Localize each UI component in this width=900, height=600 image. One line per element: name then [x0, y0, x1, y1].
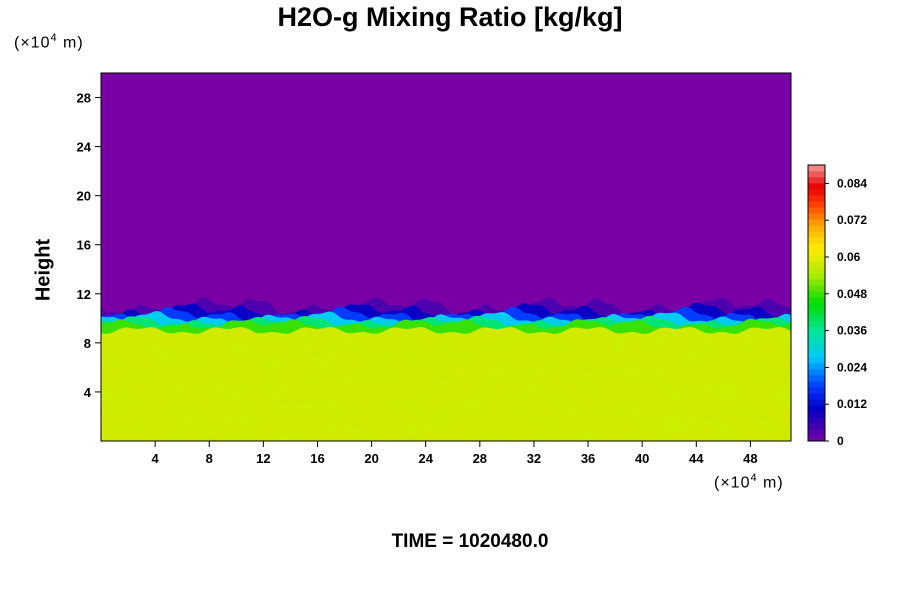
colorbar-swatch	[808, 219, 825, 226]
colorbar-tick-label: 0.036	[837, 324, 867, 338]
x-unit-suffix: m)	[757, 474, 784, 492]
y-axis-ticks: 4 8 12 16 20 24 28	[77, 91, 101, 400]
colorbar-swatch	[808, 387, 825, 394]
y-tick-label: 20	[77, 189, 91, 204]
colorbar-swatch	[808, 183, 825, 190]
chart-title: H2O-g Mixing Ratio [kg/kg]	[277, 2, 623, 32]
x-tick-label: 36	[581, 451, 595, 466]
colorbar-swatch	[808, 381, 825, 388]
colorbar-swatch	[808, 291, 825, 298]
x-tick-label: 8	[206, 451, 213, 466]
colorbar-swatch	[808, 321, 825, 328]
colorbar-swatch	[808, 417, 825, 424]
colorbar-tick-label: 0.024	[837, 360, 867, 374]
colorbar-tick-label: 0.048	[837, 287, 867, 301]
x-tick-label: 40	[635, 451, 649, 466]
x-tick-label: 48	[743, 451, 757, 466]
colorbar-swatch	[808, 327, 825, 334]
x-tick-label: 24	[418, 451, 433, 466]
colorbar-swatch	[808, 429, 825, 436]
y-tick-label: 12	[77, 287, 91, 302]
colorbar-swatch	[808, 303, 825, 310]
colorbar-swatch	[808, 435, 825, 442]
time-label: TIME = 1020480.0	[391, 531, 549, 552]
colorbar-swatch	[808, 393, 825, 400]
colorbar-tick-label: 0.06	[837, 250, 861, 264]
x-axis-ticks: 4 8 12 16 20 24 28 32 36 40 44 48	[152, 441, 758, 466]
y-tick-label: 8	[84, 336, 91, 351]
x-tick-label: 28	[473, 451, 487, 466]
colorbar-swatch	[808, 165, 825, 172]
colorbar-frame	[807, 164, 826, 442]
colorbar-swatch	[808, 285, 825, 292]
colorbar-swatch	[808, 357, 825, 364]
x-tick-label: 4	[152, 451, 160, 466]
y-unit-suffix: m)	[57, 34, 84, 52]
x-unit-prefix: (×10	[714, 474, 751, 492]
field-upper-region	[101, 73, 791, 325]
colorbar-swatch	[808, 255, 825, 262]
colorbar-tick-label: 0	[837, 434, 844, 448]
colorbar-swatch	[808, 375, 825, 382]
colorbar-swatch	[808, 339, 825, 346]
y-tick-label: 28	[77, 91, 91, 106]
colorbar-swatch	[808, 279, 825, 286]
colorbar-tick-label: 0.072	[837, 213, 867, 227]
colorbar-swatch	[808, 267, 825, 274]
colorbar-swatch	[808, 237, 825, 244]
colorbar-swatch	[808, 189, 825, 196]
colorbar-swatch	[808, 333, 825, 340]
y-tick-label: 24	[77, 140, 92, 155]
colorbar-swatch	[808, 423, 825, 430]
colorbar-swatch	[808, 405, 825, 412]
y-axis-unit: (×104 m)	[14, 32, 84, 52]
y-tick-label: 4	[84, 385, 92, 400]
lower-field-texture-overlay	[101, 332, 791, 441]
colorbar-swatch	[808, 249, 825, 256]
plot-area	[101, 73, 791, 441]
colorbar-swatch	[808, 201, 825, 208]
colorbar-swatch	[808, 243, 825, 250]
colorbar-swatch	[808, 273, 825, 280]
colorbar-swatch	[808, 231, 825, 238]
colorbar-swatch	[808, 309, 825, 316]
colorbar-swatch	[808, 207, 825, 214]
x-unit-exponent: 4	[750, 472, 758, 484]
colorbar	[807, 164, 826, 442]
colorbar-ticks: 0 0.012 0.024 0.036 0.048 0.06 0.072 0.084	[825, 176, 867, 448]
moisture-interface-band	[101, 297, 791, 441]
x-axis-unit: (×104 m)	[714, 472, 784, 492]
x-tick-label: 16	[310, 451, 324, 466]
x-tick-label: 12	[256, 451, 270, 466]
colorbar-swatch	[808, 225, 825, 232]
y-unit-prefix: (×10	[14, 34, 51, 52]
y-tick-label: 16	[77, 238, 91, 253]
colorbar-tick-label: 0.012	[837, 397, 867, 411]
colorbar-tick-label: 0.084	[837, 176, 867, 190]
colorbar-swatch	[808, 261, 825, 268]
colorbar-swatch	[808, 171, 825, 178]
x-tick-label: 20	[364, 451, 378, 466]
colorbar-swatch	[808, 195, 825, 202]
colorbar-swatch	[808, 345, 825, 352]
colorbar-swatch	[808, 297, 825, 304]
x-tick-label: 32	[527, 451, 541, 466]
colorbar-swatch	[808, 363, 825, 370]
colorbar-swatch	[808, 177, 825, 184]
colorbar-swatch	[808, 351, 825, 358]
colorbar-swatch	[808, 399, 825, 406]
colorbar-swatch	[808, 369, 825, 376]
y-unit-exponent: 4	[50, 32, 58, 44]
colorbar-swatch	[808, 315, 825, 322]
colorbar-swatch	[808, 411, 825, 418]
colorbar-swatch	[808, 213, 825, 220]
plot-frame	[100, 72, 792, 442]
x-tick-label: 44	[689, 451, 704, 466]
